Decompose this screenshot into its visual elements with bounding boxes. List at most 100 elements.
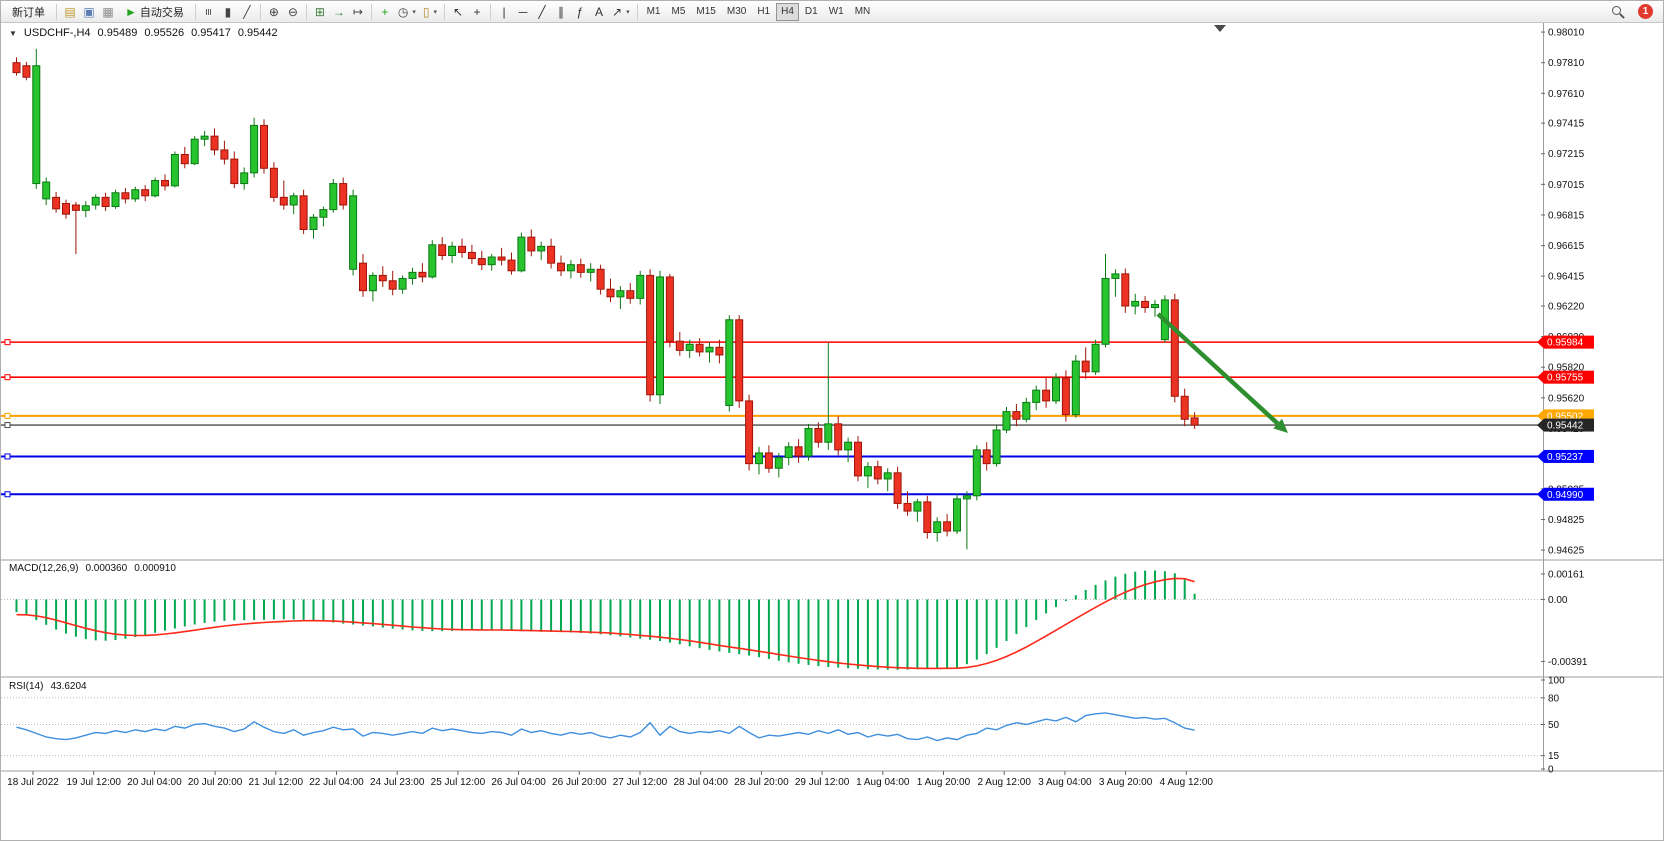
svg-text:28 Jul 04:00: 28 Jul 04:00 — [673, 777, 728, 788]
macd-histogram — [15, 570, 1196, 670]
line-handle[interactable] — [4, 412, 11, 419]
terminal-button[interactable]: ▦ — [99, 3, 117, 21]
svg-text:0.96615: 0.96615 — [1548, 241, 1585, 252]
horizontal-line-button[interactable]: ─ — [514, 3, 532, 21]
price-badge — [1544, 418, 1594, 432]
candlestick-chart-button[interactable]: ▮ — [219, 3, 237, 21]
tile-windows-button[interactable]: ⊞ — [311, 3, 329, 21]
svg-text:0.96220: 0.96220 — [1548, 302, 1585, 313]
trendline-icon: ╱ — [538, 4, 546, 19]
svg-text:26 Jul 04:00: 26 Jul 04:00 — [491, 777, 546, 788]
tf-h1-button[interactable]: H1 — [752, 3, 775, 21]
new-order-button[interactable]: 新订单 — [5, 3, 52, 21]
svg-text:0.95620: 0.95620 — [1548, 393, 1585, 404]
toolbar-separator — [444, 3, 446, 20]
tf-mn-button-label: MN — [854, 6, 871, 17]
line-chart-button[interactable]: ╱ — [238, 3, 256, 21]
svg-text:24 Jul 23:00: 24 Jul 23:00 — [370, 777, 425, 788]
price-badge — [1544, 449, 1594, 463]
macd-value-main: 0.000360 — [85, 563, 128, 574]
svg-text:18 Jul 2022: 18 Jul 2022 — [7, 777, 59, 788]
trend-arrow[interactable] — [1156, 312, 1280, 426]
svg-text:25 Jul 12:00: 25 Jul 12:00 — [431, 777, 486, 788]
price-badge-arrow — [1537, 487, 1544, 501]
periods-button[interactable]: ◷ ▾ — [395, 3, 419, 21]
line-handle[interactable] — [4, 374, 11, 381]
tf-m1-button[interactable]: M1 — [642, 3, 666, 21]
market-watch-button[interactable]: ▤ — [61, 3, 79, 21]
svg-text:4 Aug 12:00: 4 Aug 12:00 — [1160, 777, 1214, 788]
zoom-in-button[interactable]: ⊕ — [265, 3, 283, 21]
tf-h4-button-label: H4 — [781, 6, 794, 17]
periods-icon: ◷ — [397, 4, 409, 19]
tf-mn-button[interactable]: MN — [850, 3, 876, 21]
templates-icon: ▯ — [422, 4, 430, 19]
zoom-out-icon: ⊖ — [287, 4, 298, 19]
search-button[interactable] — [1606, 2, 1630, 22]
rsi-label: RSI(14) 43.6204 — [9, 681, 87, 692]
tf-d1-button[interactable]: D1 — [800, 3, 823, 21]
navigator-button[interactable]: ▣ — [80, 3, 98, 21]
auto-scroll-icon: → — [332, 4, 345, 19]
price-badge-label: 0.95755 — [1547, 373, 1584, 384]
svg-text:26 Jul 20:00: 26 Jul 20:00 — [552, 777, 607, 788]
svg-text:1 Aug 20:00: 1 Aug 20:00 — [917, 777, 971, 788]
svg-text:0.98010: 0.98010 — [1548, 28, 1585, 39]
cursor-button[interactable]: ↖ — [449, 3, 467, 21]
rsi-value: 43.6204 — [50, 681, 87, 692]
toolbar-separator — [490, 3, 492, 20]
tf-w1-button[interactable]: W1 — [824, 3, 849, 21]
crosshair-icon: + — [473, 4, 481, 19]
notification-badge[interactable]: 1 — [1638, 4, 1653, 19]
line-handle[interactable] — [4, 339, 11, 346]
line-handle[interactable] — [4, 422, 11, 429]
bar-chart-button[interactable]: ≡ — [200, 3, 218, 21]
auto-scroll-button[interactable]: → — [330, 3, 348, 21]
chart-shift-button[interactable]: ↦ — [349, 3, 367, 21]
toolbar-separator — [636, 3, 638, 20]
trendline-button[interactable]: ╱ — [533, 3, 551, 21]
chart-title: ▼ USDCHF-,H4 0.95489 0.95526 0.95417 0.9… — [9, 27, 278, 39]
svg-text:0.97415: 0.97415 — [1548, 119, 1585, 130]
cursor-icon: ↖ — [452, 4, 464, 19]
svg-text:0.94625: 0.94625 — [1548, 546, 1585, 557]
svg-text:3 Aug 04:00: 3 Aug 04:00 — [1038, 777, 1092, 788]
tf-m15-button-label: M15 — [696, 6, 716, 17]
chart-shift-marker[interactable] — [1214, 25, 1226, 32]
equidistant-channel-button[interactable]: ∥ — [552, 3, 570, 21]
price-badge-label: 0.94990 — [1547, 490, 1584, 501]
tf-m30-button-label: M30 — [726, 6, 747, 17]
svg-text:28 Jul 20:00: 28 Jul 20:00 — [734, 777, 789, 788]
tile-windows-icon: ⊞ — [314, 4, 325, 19]
text-button[interactable]: A — [590, 3, 608, 21]
tf-h4-button[interactable]: H4 — [776, 2, 799, 21]
vertical-line-button[interactable]: | — [495, 3, 513, 21]
templates-button[interactable]: ▯ ▾ — [420, 3, 440, 21]
auto-trading-button-label: 自动交易 — [139, 6, 184, 19]
svg-text:0.97610: 0.97610 — [1548, 89, 1585, 100]
tf-m30-button[interactable]: M30 — [722, 3, 751, 21]
auto-trading-button[interactable]: ► 自动交易 — [118, 3, 191, 21]
toolbar-right: 1 — [1606, 2, 1659, 22]
text-icon: A — [595, 4, 604, 19]
line-handle[interactable] — [4, 453, 11, 460]
line-handle[interactable] — [4, 491, 11, 498]
equidistant-channel-icon: ∥ — [558, 4, 565, 19]
fibonacci-button[interactable]: ƒ — [571, 3, 589, 21]
candlestick-series — [12, 48, 1199, 550]
symbol-dropdown-icon[interactable]: ▼ — [9, 28, 17, 38]
arrows-button[interactable]: ↗ ▾ — [609, 3, 633, 21]
tf-w1-button-label: W1 — [828, 6, 844, 17]
indicators-button[interactable]: + — [376, 3, 394, 21]
indicators-icon: + — [381, 4, 389, 19]
tf-m5-button-label: M5 — [671, 6, 686, 17]
toolbar-separator — [56, 3, 57, 20]
rsi-scale-label: 0 — [1548, 765, 1554, 776]
tf-m15-button[interactable]: M15 — [691, 3, 720, 21]
crosshair-button[interactable]: + — [468, 3, 486, 21]
zoom-out-button[interactable]: ⊖ — [284, 3, 302, 21]
tf-m5-button[interactable]: M5 — [667, 3, 691, 21]
toolbar-separator — [259, 3, 261, 20]
svg-text:0.95820: 0.95820 — [1548, 363, 1585, 374]
